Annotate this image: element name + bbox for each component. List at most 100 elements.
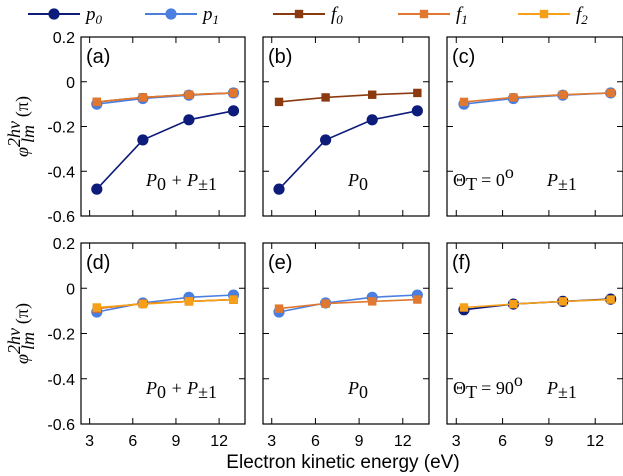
legend-marker-f0: [294, 9, 304, 19]
panel-c: (c) P±1 ΘT = 0o: [446, 36, 623, 217]
legend-label-p0: p0: [84, 4, 103, 27]
point-f1: [459, 97, 469, 107]
legend-marker-p0: [48, 8, 60, 20]
y-tick-label: 0: [66, 281, 75, 298]
y-tick-label: 0.2: [53, 236, 75, 253]
point-f1: [509, 93, 518, 102]
panel-a: 0.2 0 -0.2 -0.4 -0.6 (a) P0 + P±1: [47, 30, 246, 226]
panel-tag: (d): [86, 252, 110, 274]
panel-tag: (a): [86, 46, 110, 68]
point-f0: [413, 88, 422, 98]
point-f0: [368, 90, 377, 99]
x-axis-label: Electron kinetic energy (eV): [226, 452, 459, 473]
y-axis-label-row-1: φ2hνlm(π): [4, 96, 38, 157]
series-line-f1: [96, 92, 234, 103]
point-f2: [459, 303, 469, 312]
legend-entry-p1: p1: [145, 4, 219, 27]
point-f1: [558, 90, 567, 99]
panel-annotation: P0: [347, 170, 368, 194]
legend-label-p1: p1: [201, 4, 219, 27]
point-f1: [274, 304, 284, 313]
y-tick-label: 0: [66, 75, 75, 92]
x-tick-label: 9: [355, 433, 364, 450]
point-f0: [274, 97, 284, 107]
legend-marker-p1: [165, 8, 177, 20]
x-tick-label: 12: [210, 433, 228, 450]
legend-entry-f1: f1: [398, 4, 468, 27]
point-p0: [227, 105, 240, 117]
point-f1: [184, 90, 194, 99]
legend-label-f2: f2: [576, 4, 588, 27]
x-tick-label: 6: [498, 433, 507, 450]
legend-label-f0: f0: [331, 4, 343, 27]
x-tick-label: 3: [267, 433, 276, 450]
point-f0: [321, 93, 330, 102]
point-f2: [558, 297, 567, 306]
point-p0: [91, 183, 103, 195]
series-line-f0: [278, 92, 418, 103]
point-f2: [509, 299, 518, 309]
point-f2: [229, 295, 238, 304]
x-tick-label: 9: [171, 433, 180, 450]
y-tick-label: -0.4: [47, 164, 75, 181]
y-axis-labels: φ2hνlm(π) φ2hνlm(π): [4, 96, 38, 364]
legend-entry-p0: p0: [28, 4, 103, 27]
panel-tag: (c): [452, 46, 475, 68]
legend-entry-f0: f0: [273, 4, 343, 27]
point-f1: [606, 88, 615, 98]
panel-tag: (f): [452, 252, 471, 274]
x-tick-label: 3: [452, 433, 461, 450]
point-p0: [320, 134, 332, 146]
panel-annotation: P0: [347, 378, 368, 402]
series-line-p1: [96, 294, 234, 313]
panel-b: (b) P0: [262, 36, 430, 217]
series-line-f2: [463, 298, 611, 309]
y-tick-label: -0.2: [47, 120, 75, 137]
point-p0: [183, 114, 195, 126]
panel-tag: (e): [268, 252, 292, 274]
point-f1: [229, 88, 238, 98]
series-line-f1: [463, 92, 611, 103]
x-tick-label: 6: [311, 433, 320, 450]
point-f1: [321, 299, 330, 308]
point-f2: [138, 299, 148, 309]
panel-annotation: P±1: [546, 378, 577, 402]
y-tick-label: -0.6: [47, 417, 75, 434]
point-p0: [411, 105, 423, 117]
series-line-p1: [463, 92, 611, 105]
point-p0: [137, 134, 149, 146]
legend: p0 p1 f0 f1 f2: [28, 4, 588, 27]
legend-entry-f2: f2: [518, 4, 588, 27]
panel-theta-annotation: ΘT = 0o: [453, 162, 514, 194]
panel-annotation: P0 + P±1: [145, 378, 217, 402]
panel-annotation: P0 + P±1: [145, 170, 217, 194]
series-line-p0: [278, 110, 418, 190]
x-tick-label: 3: [85, 433, 94, 450]
panel-tag: (b): [268, 46, 292, 68]
panel-theta-annotation: ΘT = 90o: [453, 370, 523, 402]
series-line-f2: [96, 298, 234, 309]
panel-e: 3 6 9 12 (e) P0: [262, 242, 430, 450]
point-f1: [138, 93, 148, 102]
series-line-p1: [96, 92, 234, 105]
panel-annotation: P±1: [546, 170, 577, 194]
legend-label-f1: f1: [456, 4, 468, 27]
point-p0: [273, 183, 285, 195]
y-axis-label-row-2: φ2hνlm(π): [4, 303, 38, 364]
y-tick-label: -0.6: [47, 209, 75, 226]
x-tick-label: 9: [544, 433, 553, 450]
point-p0: [366, 114, 378, 126]
panel-d: 3 6 9 12 0.2 0 -0.2 -0.4 -0.6 (d) P0 + P±1: [47, 236, 246, 450]
y-tick-label: 0.2: [53, 30, 75, 47]
legend-marker-f1: [419, 9, 429, 19]
x-tick-label: 12: [394, 433, 412, 450]
series-line-p1: [278, 294, 418, 313]
y-tick-label: -0.2: [47, 327, 75, 344]
point-f2: [606, 295, 615, 304]
point-f1: [368, 297, 377, 306]
series-line-p0: [96, 110, 234, 190]
point-f1: [413, 295, 422, 304]
point-f2: [184, 297, 194, 306]
legend-marker-f2: [539, 9, 549, 19]
